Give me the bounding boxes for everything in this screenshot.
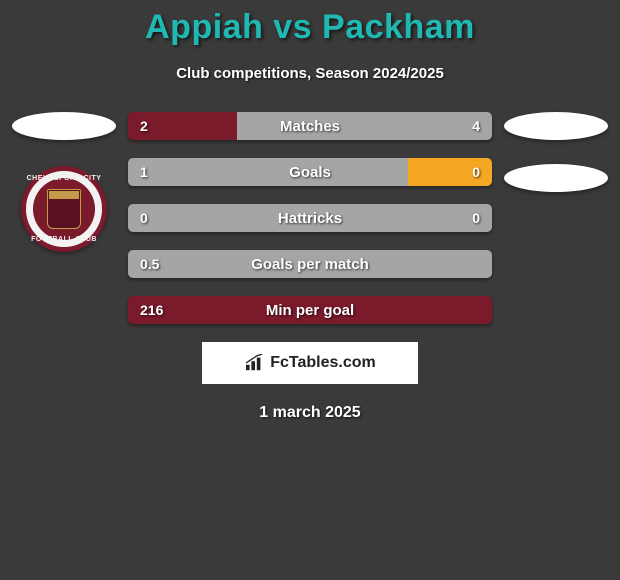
bar-goals: 1 Goals 0 [128, 158, 492, 186]
footer-brand: FcTables.com [202, 342, 418, 384]
stats-bars: 2 Matches 4 1 Goals 0 0 Hattricks 0 0.5 … [128, 112, 492, 324]
bar-matches: 2 Matches 4 [128, 112, 492, 140]
bar-right-value: 4 [472, 112, 480, 140]
bar-hattricks: 0 Hattricks 0 [128, 204, 492, 232]
bar-left-value: 216 [140, 296, 163, 324]
badge-top-text: CHELMSFORD CITY [27, 175, 102, 182]
player-oval-right-1 [504, 112, 608, 140]
bar-left-seg [128, 204, 492, 232]
bar-left-value: 2 [140, 112, 148, 140]
bar-left-seg [128, 296, 492, 324]
bar-chart-icon [244, 354, 266, 372]
player-oval-right-2 [504, 164, 608, 192]
bar-left-value: 0.5 [140, 250, 159, 278]
bar-right-seg [237, 112, 492, 140]
page-subtitle: Club competitions, Season 2024/2025 [0, 65, 620, 82]
bar-min-per-goal: 216 Min per goal [128, 296, 492, 324]
bar-left-seg [128, 158, 408, 186]
right-player-column [492, 112, 612, 216]
left-player-column: CHELMSFORD CITY FOOTBALL CLUB [8, 112, 128, 252]
comparison-content: CHELMSFORD CITY FOOTBALL CLUB 2 Matches … [0, 112, 620, 324]
page-title: Appiah vs Packham [0, 0, 620, 47]
bar-goals-per-match: 0.5 Goals per match [128, 250, 492, 278]
bar-right-value: 0 [472, 204, 480, 232]
club-badge: CHELMSFORD CITY FOOTBALL CLUB [21, 166, 107, 252]
bar-left-value: 0 [140, 204, 148, 232]
badge-bottom-text: FOOTBALL CLUB [31, 236, 97, 243]
bar-left-seg [128, 250, 492, 278]
badge-shield [47, 189, 81, 229]
bar-left-value: 1 [140, 158, 148, 186]
footer-brand-text: FcTables.com [270, 354, 376, 372]
player-oval-left [12, 112, 116, 140]
bar-right-value: 0 [472, 158, 480, 186]
footer-date: 1 march 2025 [0, 404, 620, 422]
badge-inner [33, 178, 95, 240]
